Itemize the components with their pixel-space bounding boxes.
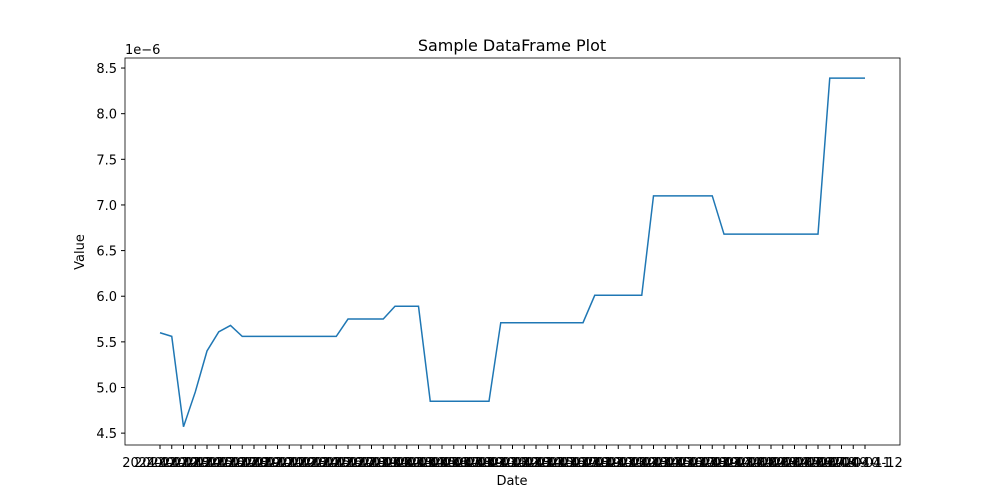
y-tick-label: 5.0 bbox=[96, 381, 117, 396]
x-tick-label: 2024-03-29 bbox=[663, 456, 739, 471]
y-tick-label: 5.5 bbox=[96, 336, 117, 351]
x-tick-label: 2024-03-12 bbox=[463, 456, 539, 471]
x-tick-label: 2024-02-13 bbox=[134, 456, 210, 471]
x-tick-label: 2024-02-15 bbox=[157, 456, 233, 471]
x-tick-label: 2024-03-04 bbox=[369, 456, 445, 471]
x-tick-label: 2024-03-18 bbox=[533, 456, 609, 471]
x-tick-label: 2024-03-21 bbox=[569, 456, 645, 471]
x-tick-label: 2024-02-25 bbox=[275, 456, 351, 471]
x-tick-label: 2024-02-29 bbox=[322, 456, 398, 471]
x-tick-label: 2024-04-06 bbox=[757, 456, 833, 471]
y-tick-label: 4.5 bbox=[96, 427, 117, 442]
data-line bbox=[159, 77, 865, 427]
x-tick-label: 2024-02-18 bbox=[193, 456, 269, 471]
x-tick-label: 2024-02-17 bbox=[181, 456, 257, 471]
x-tick-label: 2024-03-01 bbox=[334, 456, 410, 471]
x-tick-label: 2024-03-26 bbox=[627, 456, 703, 471]
plot-frame bbox=[124, 57, 901, 446]
x-tick-label: 2024-02-27 bbox=[298, 456, 374, 471]
x-tick-label: 2024-02-24 bbox=[263, 456, 339, 471]
x-tick-label: 2024-03-22 bbox=[580, 456, 656, 471]
x-tick-label: 2024-03-13 bbox=[475, 456, 551, 471]
x-tick-label: 2024-04-04 bbox=[733, 456, 809, 471]
y-axis-label: Value bbox=[73, 234, 88, 270]
x-tick-label: 2024-03-25 bbox=[616, 456, 692, 471]
x-tick-label: 2024-02-12 bbox=[122, 456, 198, 471]
x-tick-label: 2024-03-23 bbox=[592, 456, 668, 471]
y-tick-label: 6.0 bbox=[96, 290, 117, 305]
x-tick-label: 2024-04-08 bbox=[780, 456, 856, 471]
chart-title: Sample DataFrame Plot bbox=[418, 36, 606, 55]
x-tick-label: 2024-03-05 bbox=[381, 456, 457, 471]
x-tick-label: 2024-02-14 bbox=[146, 456, 222, 471]
x-tick-label: 2024-04-05 bbox=[745, 456, 821, 471]
x-tick-label: 2024-03-31 bbox=[686, 456, 762, 471]
x-tick-label: 2024-03-28 bbox=[651, 456, 727, 471]
x-tick-label: 2024-03-06 bbox=[392, 456, 468, 471]
y-tick-label: 8.5 bbox=[96, 62, 117, 77]
x-tick-label: 2024-04-09 bbox=[792, 456, 868, 471]
x-tick-label: 2024-03-20 bbox=[557, 456, 633, 471]
x-tick-label: 2024-03-09 bbox=[428, 456, 504, 471]
y-tick-label: 7.5 bbox=[96, 153, 117, 168]
x-tick-label: 2024-02-22 bbox=[240, 456, 316, 471]
x-tick-label: 2024-04-01 bbox=[698, 456, 774, 471]
x-axis-label: Date bbox=[496, 474, 527, 489]
offset-text: 1e−6 bbox=[125, 43, 160, 58]
x-tick-label: 2024-02-26 bbox=[287, 456, 363, 471]
x-tick-label: 2024-03-08 bbox=[416, 456, 492, 471]
x-tick-label: 2024-03-17 bbox=[522, 456, 598, 471]
x-tick-label: 2024-03-24 bbox=[604, 456, 680, 471]
x-tick-label: 2024-02-19 bbox=[204, 456, 280, 471]
x-tick-label: 2024-02-21 bbox=[228, 456, 304, 471]
x-tick-label: 2024-03-16 bbox=[510, 456, 586, 471]
x-tick-label: 2024-04-02 bbox=[710, 456, 786, 471]
x-tick-label: 2024-03-27 bbox=[639, 456, 715, 471]
x-tick-label: 2024-03-15 bbox=[498, 456, 574, 471]
x-tick-label: 2024-04-11 bbox=[815, 456, 891, 471]
x-tick-label: 2024-02-20 bbox=[216, 456, 292, 471]
x-tick-label: 2024-03-30 bbox=[674, 456, 750, 471]
x-tick-label: 2024-03-11 bbox=[451, 456, 527, 471]
x-tick-label: 2024-03-14 bbox=[486, 456, 562, 471]
y-tick-label: 8.0 bbox=[96, 108, 117, 123]
y-tick-label: 6.5 bbox=[96, 245, 117, 260]
x-tick-label: 2024-03-10 bbox=[439, 456, 515, 471]
x-tick-label: 2024-03-19 bbox=[545, 456, 621, 471]
x-tick-label: 2024-02-28 bbox=[310, 456, 386, 471]
x-tick-label: 2024-04-10 bbox=[804, 456, 880, 471]
x-tick-label: 2024-02-16 bbox=[169, 456, 245, 471]
x-tick-label: 2024-04-03 bbox=[721, 456, 797, 471]
x-tick-label: 2024-03-03 bbox=[357, 456, 433, 471]
x-tick-label: 2024-02-23 bbox=[251, 456, 327, 471]
x-tick-label: 2024-04-07 bbox=[768, 456, 844, 471]
x-tick-label: 2024-03-07 bbox=[404, 456, 480, 471]
x-tick-label: 2024-04-12 bbox=[827, 456, 903, 471]
x-tick-label: 2024-03-02 bbox=[345, 456, 421, 471]
y-tick-label: 7.0 bbox=[96, 199, 117, 214]
